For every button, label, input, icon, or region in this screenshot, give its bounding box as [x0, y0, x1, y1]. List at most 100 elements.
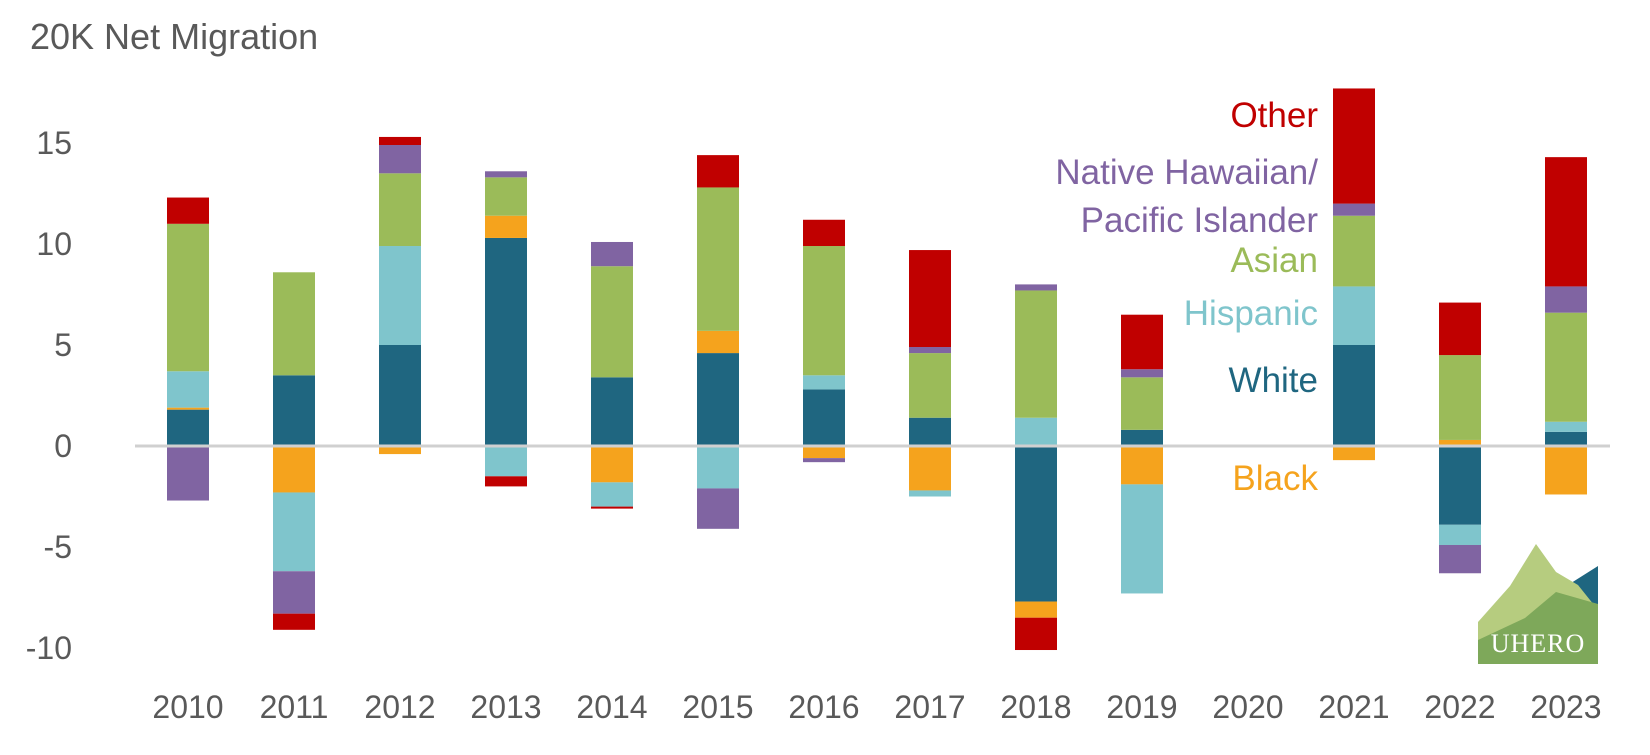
bar-segment-2016-series-2: [803, 375, 845, 390]
chart-title: 20K Net Migration: [30, 16, 319, 57]
bar-segment-2011-series-2: [273, 492, 315, 572]
bar-segment-2018-series-1: [1015, 601, 1057, 618]
bar-segment-2019-series-0: [1121, 429, 1163, 446]
bar-segment-2010-series-1: [167, 407, 209, 410]
x-tick-label: 2010: [152, 689, 223, 725]
legend-label: Black: [1232, 459, 1318, 498]
bar-segment-2010-series-4: [167, 446, 209, 501]
bar-segment-2012-series-2: [379, 246, 421, 345]
legend: Other Native Hawaiian/Pacific IslanderAsi…: [1055, 96, 1318, 498]
bar-segment-2011-series-0: [273, 375, 315, 446]
legend-label: Hispanic: [1184, 294, 1318, 333]
uhero-logo: UHERO: [1478, 544, 1598, 664]
bar-segment-2022-series-2: [1439, 524, 1481, 545]
bar-segment-2019-series-1: [1121, 446, 1163, 485]
bar-segment-2018-series-2: [1015, 417, 1057, 446]
bar-segment-2019-series-5: [1121, 314, 1163, 370]
bar-segment-2017-series-4: [909, 347, 951, 354]
bar-segment-2017-series-3: [909, 353, 951, 418]
bar-segment-2017-series-2: [909, 490, 951, 497]
bar-segment-2022-series-1: [1439, 439, 1481, 446]
bar-segment-2017-series-1: [909, 446, 951, 491]
bar-segment-2018-series-0: [1015, 446, 1057, 602]
bar-segment-2015-series-0: [697, 353, 739, 446]
x-tick-label: 2020: [1212, 689, 1283, 725]
bar-segment-2013-series-2: [485, 446, 527, 477]
y-tick-label: 5: [54, 327, 72, 363]
bar-segment-2016-series-4: [803, 458, 845, 463]
bar-segment-2015-series-2: [697, 446, 739, 489]
legend-label: Asian: [1230, 241, 1318, 280]
bar-segment-2012-series-5: [379, 136, 421, 146]
bar-segment-2015-series-5: [697, 155, 739, 188]
bar-segment-2012-series-1: [379, 446, 421, 455]
bar-segment-2015-series-1: [697, 330, 739, 354]
x-tick-label: 2019: [1106, 689, 1177, 725]
legend-label: Native Hawaiian/: [1055, 153, 1318, 192]
bar-segment-2014-series-5: [591, 506, 633, 509]
bar-segment-2016-series-5: [803, 219, 845, 247]
bar-segment-2014-series-4: [591, 241, 633, 267]
x-tick-label: 2023: [1530, 689, 1601, 725]
bar-segment-2021-series-3: [1333, 215, 1375, 287]
legend-label: White: [1229, 361, 1318, 400]
bar-segment-2021-series-1: [1333, 446, 1375, 461]
bar-segment-2022-series-5: [1439, 302, 1481, 356]
x-tick-label: 2016: [788, 689, 859, 725]
bar-segment-2021-series-4: [1333, 203, 1375, 216]
bar-segment-2021-series-5: [1333, 88, 1375, 204]
y-axis: 15 10 5 0 -5 -10: [26, 125, 72, 666]
bar-segment-2012-series-0: [379, 345, 421, 446]
bar-segment-2012-series-4: [379, 145, 421, 174]
bar-segment-2022-series-4: [1439, 544, 1481, 574]
bar-segment-2015-series-3: [697, 187, 739, 331]
bar-segment-2016-series-1: [803, 446, 845, 459]
bar-segment-2022-series-0: [1439, 446, 1481, 525]
y-tick-label: 15: [36, 125, 72, 161]
bar-segment-2014-series-1: [591, 446, 633, 483]
bar-segment-2016-series-0: [803, 389, 845, 446]
bar-segment-2010-series-0: [167, 409, 209, 446]
bar-segment-2011-series-4: [273, 571, 315, 614]
x-tick-label: 2013: [470, 689, 541, 725]
y-tick-label: -10: [26, 630, 72, 666]
bar-segment-2013-series-4: [485, 171, 527, 178]
bar-segment-2023-series-2: [1545, 421, 1587, 432]
y-tick-label: -5: [44, 529, 72, 565]
x-tick-label: 2012: [364, 689, 435, 725]
bar-segment-2013-series-1: [485, 215, 527, 238]
bar-segment-2013-series-0: [485, 237, 527, 446]
x-tick-label: 2021: [1318, 689, 1389, 725]
bar-segment-2018-series-5: [1015, 617, 1057, 651]
bar-segment-2011-series-1: [273, 446, 315, 493]
bar-segment-2010-series-5: [167, 197, 209, 224]
bar-segment-2018-series-4: [1015, 284, 1057, 291]
bar-segment-2023-series-0: [1545, 431, 1587, 446]
bar-segment-2023-series-5: [1545, 157, 1587, 287]
bar-segment-2021-series-0: [1333, 345, 1375, 446]
y-tick-label: 10: [36, 226, 72, 262]
x-tick-label: 2011: [260, 689, 329, 725]
y-tick-label: 0: [54, 428, 72, 464]
logo-mountain-dark: [1478, 592, 1598, 664]
bar-segment-2014-series-3: [591, 266, 633, 378]
bar-segment-2023-series-1: [1545, 446, 1587, 495]
bar-segment-2010-series-3: [167, 223, 209, 372]
bar-segment-2014-series-2: [591, 482, 633, 507]
bar-segment-2014-series-0: [591, 377, 633, 446]
logo-text: UHERO: [1491, 629, 1586, 658]
bar-segment-2019-series-4: [1121, 369, 1163, 378]
x-tick-label: 2017: [894, 689, 965, 725]
x-axis: 2010 2011 2012 2013 2014 2015 2016 2017 2018 2019…: [152, 689, 1601, 725]
bar-segment-2023-series-4: [1545, 286, 1587, 313]
bar-segment-2023-series-3: [1545, 312, 1587, 422]
bar-segment-2011-series-5: [273, 613, 315, 630]
bar-segment-2019-series-3: [1121, 377, 1163, 430]
bar-segment-2010-series-2: [167, 371, 209, 408]
bar-segment-2012-series-3: [379, 173, 421, 247]
bar-segment-2013-series-3: [485, 177, 527, 216]
bar-segment-2019-series-2: [1121, 484, 1163, 594]
legend-label: Other: [1230, 96, 1318, 135]
